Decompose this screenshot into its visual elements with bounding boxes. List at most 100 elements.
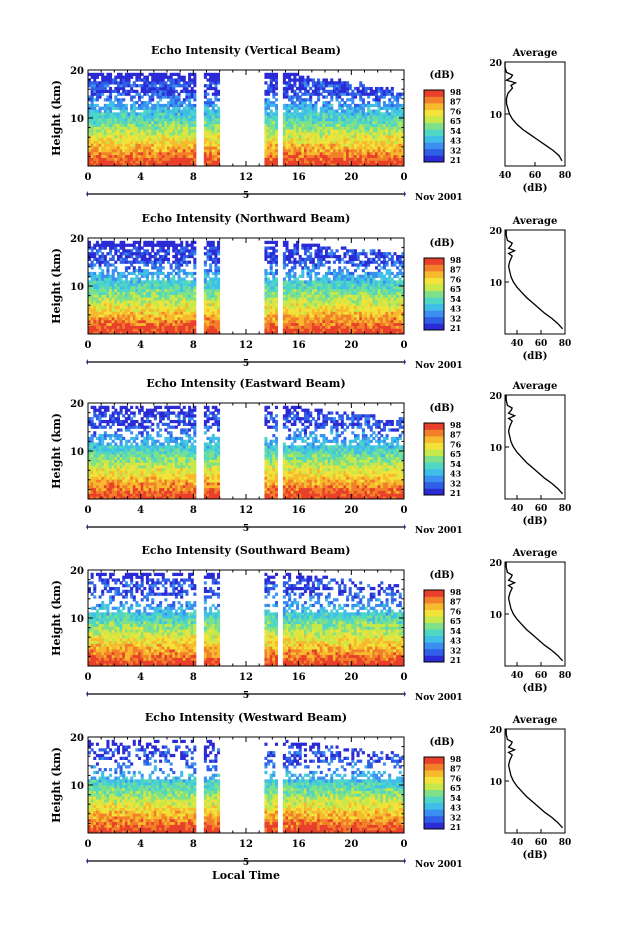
heatmap-cell xyxy=(143,257,147,261)
heatmap-cell xyxy=(106,126,110,130)
heatmap-cell xyxy=(269,140,273,144)
heatmap-cell xyxy=(298,311,302,315)
heatmap-cell xyxy=(325,325,329,329)
heatmap-cell xyxy=(130,300,134,304)
heatmap-cell xyxy=(122,319,126,324)
heatmap-cell xyxy=(327,123,331,127)
heatmap-cell xyxy=(298,322,302,326)
heatmap-cell xyxy=(167,322,171,326)
heatmap-cell xyxy=(338,123,342,127)
heatmap-cell xyxy=(272,283,276,287)
heatmap-cell xyxy=(203,308,207,312)
heatmap-cell xyxy=(382,143,386,147)
heatmap-cell xyxy=(267,305,271,309)
heatmap-cell xyxy=(353,149,357,153)
heatmap-cell xyxy=(190,149,194,153)
heatmap-cell xyxy=(267,84,271,88)
heatmap-cell xyxy=(396,157,400,161)
heatmap-cell xyxy=(143,297,147,301)
heatmap-cell xyxy=(317,115,321,119)
heatmap-cell xyxy=(369,140,373,144)
heatmap-cell xyxy=(114,277,118,281)
heatmap-cell xyxy=(180,288,184,293)
heatmap-cell xyxy=(348,140,352,144)
heatmap-cell xyxy=(211,75,215,79)
heatmap-cell xyxy=(111,112,115,116)
heatmap-cell xyxy=(101,283,105,287)
heatmap-cell xyxy=(93,314,97,318)
heatmap-cell xyxy=(122,274,126,278)
heatmap-cell xyxy=(130,331,134,335)
heatmap-cell xyxy=(340,314,344,318)
heatmap-cell xyxy=(274,283,278,287)
heatmap-cell xyxy=(114,314,118,318)
heatmap-cell xyxy=(98,288,102,293)
heatmap-cell xyxy=(103,319,107,324)
heatmap-cell xyxy=(119,277,123,281)
heatmap-cell xyxy=(203,106,207,110)
heatmap-cell xyxy=(122,151,126,156)
heatmap-cell xyxy=(338,314,342,318)
heatmap-cell xyxy=(177,243,181,247)
heatmap-cell xyxy=(106,328,110,332)
heatmap-cell xyxy=(156,101,160,105)
heatmap-cell xyxy=(380,160,384,164)
heatmap-cell xyxy=(98,305,102,309)
heatmap-cell xyxy=(401,123,405,127)
heatmap-cell xyxy=(301,143,305,147)
heatmap-cell xyxy=(167,277,171,281)
heatmap-cell xyxy=(132,260,136,264)
heatmap-cell xyxy=(293,89,297,93)
heatmap-cell xyxy=(206,118,210,122)
heatmap-cell xyxy=(211,240,215,245)
heatmap-cell xyxy=(285,118,289,122)
heatmap-image xyxy=(88,72,405,167)
heatmap-cell xyxy=(151,297,155,301)
heatmap-cell xyxy=(267,271,271,276)
heatmap-cell xyxy=(309,98,313,102)
heatmap-cell xyxy=(101,154,105,158)
heatmap-cell xyxy=(116,274,120,278)
heatmap-cell xyxy=(148,305,152,309)
heatmap-cell xyxy=(274,132,278,136)
heatmap-cell xyxy=(190,106,194,110)
heatmap-cell xyxy=(375,123,379,127)
heatmap-cell xyxy=(169,305,173,309)
heatmap-cell xyxy=(98,328,102,332)
heatmap-cell xyxy=(264,246,268,250)
heatmap-cell xyxy=(193,89,197,93)
heatmap-cell xyxy=(393,120,397,125)
heatmap-cell xyxy=(180,89,184,93)
heatmap-cell xyxy=(217,257,221,261)
heatmap-cell xyxy=(303,81,307,85)
heatmap-cell xyxy=(172,300,176,304)
heatmap-cell xyxy=(122,89,126,93)
heatmap-cell xyxy=(140,254,144,259)
heatmap-cell xyxy=(190,115,194,119)
heatmap-cell xyxy=(317,86,321,91)
heatmap-cell xyxy=(106,302,110,307)
heatmap-cell xyxy=(156,89,160,93)
heatmap-cell xyxy=(269,260,273,264)
heatmap-cell xyxy=(325,157,329,161)
heatmap-cell xyxy=(267,118,271,122)
heatmap-cell xyxy=(272,319,276,324)
heatmap-cell xyxy=(267,286,271,290)
heatmap-cell xyxy=(311,308,315,312)
heatmap-cell xyxy=(95,154,99,158)
heatmap-cell xyxy=(145,271,149,276)
heatmap-cell xyxy=(338,322,342,326)
heatmap-cell xyxy=(93,311,97,315)
heatmap-cell xyxy=(124,257,128,261)
heatmap-cell xyxy=(101,254,105,259)
heatmap-cell xyxy=(109,274,113,278)
heatmap-cell xyxy=(327,246,331,250)
heatmap-cell xyxy=(325,260,329,264)
heatmap-cell xyxy=(106,322,110,326)
heatmap-cell xyxy=(209,137,213,141)
heatmap-cell xyxy=(109,157,113,161)
heatmap-cell xyxy=(172,308,176,312)
heatmap-cell xyxy=(190,129,194,133)
heatmap-cell xyxy=(103,149,107,153)
heatmap-cell xyxy=(285,314,289,318)
